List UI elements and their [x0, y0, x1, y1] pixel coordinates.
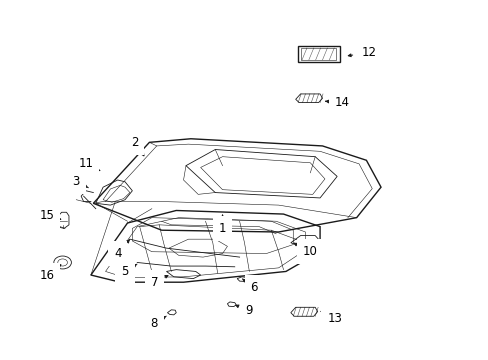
Text: 5: 5: [121, 264, 137, 278]
Text: 9: 9: [235, 305, 253, 318]
Text: 3: 3: [72, 175, 88, 188]
Text: 4: 4: [114, 240, 129, 260]
Text: 2: 2: [131, 136, 143, 156]
Text: 13: 13: [320, 311, 342, 325]
Text: 11: 11: [79, 157, 100, 171]
Text: 7: 7: [150, 275, 167, 289]
Text: 16: 16: [40, 265, 61, 282]
Text: 14: 14: [325, 96, 349, 109]
Text: 10: 10: [293, 243, 317, 258]
Text: 8: 8: [150, 316, 166, 330]
Text: 15: 15: [40, 210, 61, 222]
Text: 1: 1: [218, 215, 226, 235]
Text: 12: 12: [347, 46, 376, 59]
Text: 6: 6: [242, 279, 258, 294]
